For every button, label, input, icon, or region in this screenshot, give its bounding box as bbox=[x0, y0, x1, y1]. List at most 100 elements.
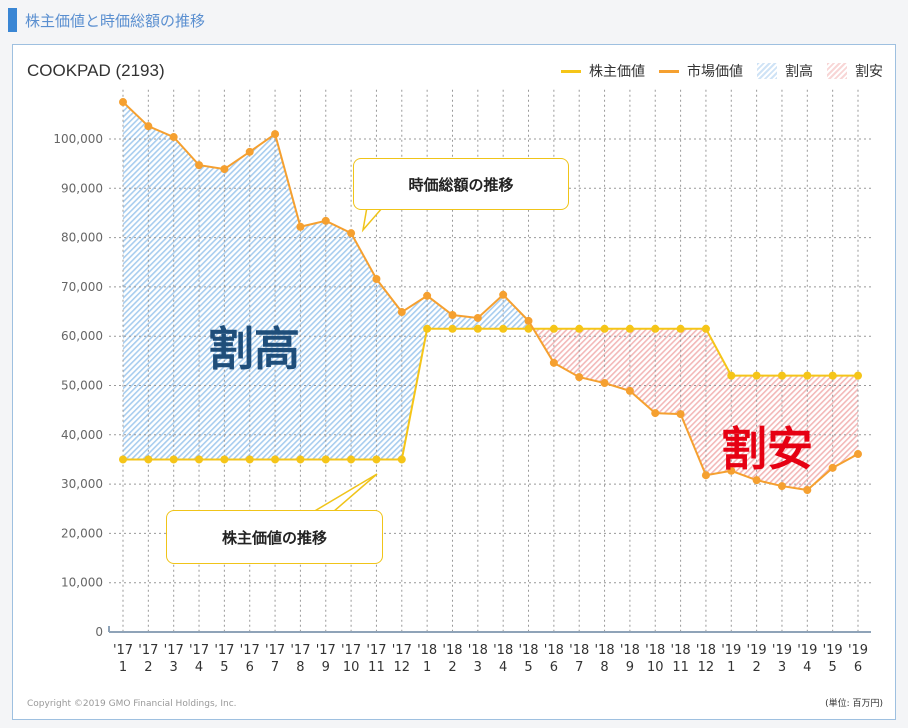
x-tick-label: '18 bbox=[696, 643, 716, 658]
x-tick-label: '17 bbox=[290, 643, 310, 658]
y-tick-label: 20,000 bbox=[61, 526, 103, 540]
x-tick-label: '17 bbox=[366, 643, 386, 658]
x-tick-label: '19 bbox=[848, 643, 868, 658]
market-value-point bbox=[372, 275, 381, 284]
market-value-point bbox=[144, 122, 153, 131]
x-tick-label: '19 bbox=[747, 643, 767, 658]
x-tick-label: 6 bbox=[854, 660, 862, 675]
x-tick-label: '18 bbox=[468, 643, 488, 658]
overvalued-label: 割高 bbox=[208, 322, 300, 376]
x-tick-label: 2 bbox=[144, 660, 152, 675]
market-value-point bbox=[727, 466, 736, 475]
y-tick-label: 10,000 bbox=[61, 576, 103, 590]
x-tick-label: 1 bbox=[727, 660, 735, 675]
market-value-point bbox=[828, 463, 837, 472]
market-value-point bbox=[423, 291, 432, 300]
x-tick-label: 12 bbox=[394, 660, 411, 675]
holder-value-point bbox=[701, 324, 710, 333]
holder-value-point bbox=[676, 324, 685, 333]
y-tick-label: 80,000 bbox=[61, 231, 103, 245]
holder-value-point bbox=[524, 324, 533, 333]
market-value-point bbox=[397, 308, 406, 317]
holder-value-point bbox=[296, 455, 305, 464]
x-tick-label: '17 bbox=[240, 643, 260, 658]
holder-value-point bbox=[220, 455, 229, 464]
market-value-point bbox=[271, 130, 280, 139]
x-tick-label: '18 bbox=[544, 643, 564, 658]
market-value-point bbox=[499, 290, 508, 299]
holder-value-point bbox=[119, 455, 127, 464]
market-value-point bbox=[752, 476, 761, 485]
x-tick-label: '19 bbox=[772, 643, 792, 658]
legend-holder: 株主価値 bbox=[561, 61, 645, 81]
x-tick-label: 6 bbox=[246, 660, 254, 675]
market-value-point bbox=[296, 222, 305, 231]
holder-value-point bbox=[727, 371, 736, 380]
header-accent bbox=[8, 8, 17, 32]
x-tick-label: 5 bbox=[524, 660, 532, 675]
x-tick-label: '17 bbox=[316, 643, 336, 658]
x-tick-label: 2 bbox=[752, 660, 760, 675]
holder-callout: 株主価値の推移 bbox=[166, 510, 383, 564]
x-tick-label: 5 bbox=[829, 660, 837, 675]
legend-label: 割安 bbox=[855, 64, 883, 80]
holder-value-point bbox=[423, 324, 432, 333]
y-tick-label: 60,000 bbox=[61, 329, 103, 343]
x-tick-label: 11 bbox=[368, 660, 385, 675]
legend-swatch bbox=[659, 69, 679, 73]
x-tick-label: '17 bbox=[265, 643, 285, 658]
market-value-point bbox=[195, 161, 204, 170]
x-tick-label: '18 bbox=[594, 643, 614, 658]
legend-swatch bbox=[827, 63, 847, 79]
market-value-point bbox=[651, 409, 660, 418]
x-tick-label: '17 bbox=[214, 643, 234, 658]
holder-value-point bbox=[499, 324, 508, 333]
holder-value-point bbox=[144, 455, 153, 464]
holder-value-point bbox=[828, 371, 837, 380]
section-title: 株主価値と時価総額の推移 bbox=[25, 11, 206, 30]
x-tick-label: 11 bbox=[672, 660, 689, 675]
x-tick-label: '18 bbox=[645, 643, 665, 658]
x-tick-label: '17 bbox=[189, 643, 209, 658]
holder-value-point bbox=[575, 324, 584, 333]
x-tick-label: 3 bbox=[778, 660, 786, 675]
x-tick-label: '17 bbox=[341, 643, 361, 658]
holder-value-point bbox=[549, 324, 558, 333]
unit-note: (単位: 百万円) bbox=[825, 699, 883, 709]
market-value-point bbox=[549, 358, 558, 367]
holder-value-point bbox=[397, 455, 406, 464]
holder-value-point bbox=[600, 324, 609, 333]
market-value-point bbox=[600, 379, 609, 388]
y-tick-label: 50,000 bbox=[61, 379, 103, 393]
y-tick-label: 30,000 bbox=[61, 477, 103, 491]
callout-tail bbox=[310, 473, 378, 513]
chart-svg: 0 10,000 20,000 30,000 40,000 50,000 60,000 70,… bbox=[53, 89, 871, 675]
legend-swatch bbox=[757, 63, 777, 79]
holder-value-point bbox=[271, 455, 280, 464]
x-tick-label: 2 bbox=[448, 660, 456, 675]
market-value-point bbox=[220, 165, 229, 174]
market-value-point bbox=[245, 147, 254, 156]
x-tick-label: 9 bbox=[322, 660, 330, 675]
section-header: 株主価値と時価総額の推移 bbox=[8, 8, 205, 32]
x-tick-label: 4 bbox=[803, 660, 811, 675]
x-tick-label: '18 bbox=[442, 643, 462, 658]
market-value-line bbox=[122, 101, 859, 492]
holder-value-point bbox=[245, 455, 254, 464]
x-tick-label: '19 bbox=[721, 643, 741, 658]
legend-label: 割高 bbox=[785, 64, 813, 80]
x-tick-label: 8 bbox=[600, 660, 608, 675]
legend-swatch bbox=[561, 69, 581, 73]
legend: 株主価値 市場価値 割高 割安 bbox=[547, 61, 883, 81]
x-tick-label: '19 bbox=[797, 643, 817, 658]
x-tick-label: 5 bbox=[220, 660, 228, 675]
x-tick-label: 4 bbox=[195, 660, 203, 675]
x-tick-label: '18 bbox=[493, 643, 513, 658]
x-tick-label: 3 bbox=[474, 660, 482, 675]
market-value-point bbox=[169, 133, 178, 142]
x-tick-label: '18 bbox=[518, 643, 538, 658]
market-value-point bbox=[524, 316, 533, 325]
holder-value-point bbox=[473, 324, 482, 333]
market-value-point bbox=[473, 313, 482, 322]
x-tick-label: 9 bbox=[626, 660, 634, 675]
